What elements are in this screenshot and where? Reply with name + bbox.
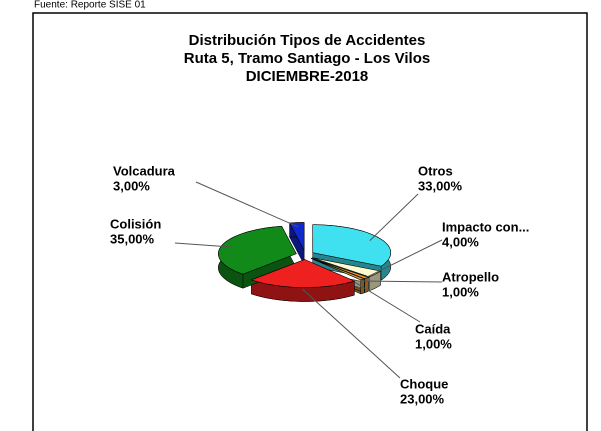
- value-label: 23,00%: [400, 391, 445, 406]
- leader-line: [302, 288, 401, 379]
- chart-title: DICIEMBRE-2018: [246, 68, 369, 85]
- slice-label: Colisión: [110, 216, 161, 231]
- slice: [312, 257, 382, 278]
- chart-title: Distribución Tipos de Accidentes: [189, 32, 426, 49]
- leader-line: [369, 193, 419, 241]
- source: Fuente: Reporte SISE 01: [34, 0, 146, 11]
- value-label: 33,00%: [418, 178, 463, 193]
- value-label: 1,00%: [442, 284, 479, 299]
- slice: [310, 258, 366, 281]
- leader-line: [174, 242, 233, 248]
- slice: [250, 259, 356, 288]
- slice-label: Volcadura: [113, 163, 176, 178]
- slice-label: Caída: [415, 321, 451, 336]
- leader-line: [195, 181, 299, 228]
- value-label: 35,00%: [110, 231, 155, 246]
- slice: [312, 224, 391, 267]
- leader-line: [354, 281, 421, 323]
- leader-line: [358, 280, 443, 283]
- slice-label: Choque: [400, 376, 448, 391]
- value-label: 1,00%: [415, 336, 452, 351]
- value-label: 3,00%: [113, 178, 150, 193]
- frame: [32, 12, 588, 431]
- slice-label: Atropello: [442, 269, 499, 284]
- chart-title: Ruta 5, Tramo Santiago - Los Vilos: [184, 50, 430, 67]
- slice-label: Otros: [418, 163, 453, 178]
- slice-label: Impacto con...: [442, 219, 529, 234]
- leader-line: [365, 239, 443, 279]
- slice: [311, 257, 370, 279]
- value-label: 4,00%: [442, 234, 479, 249]
